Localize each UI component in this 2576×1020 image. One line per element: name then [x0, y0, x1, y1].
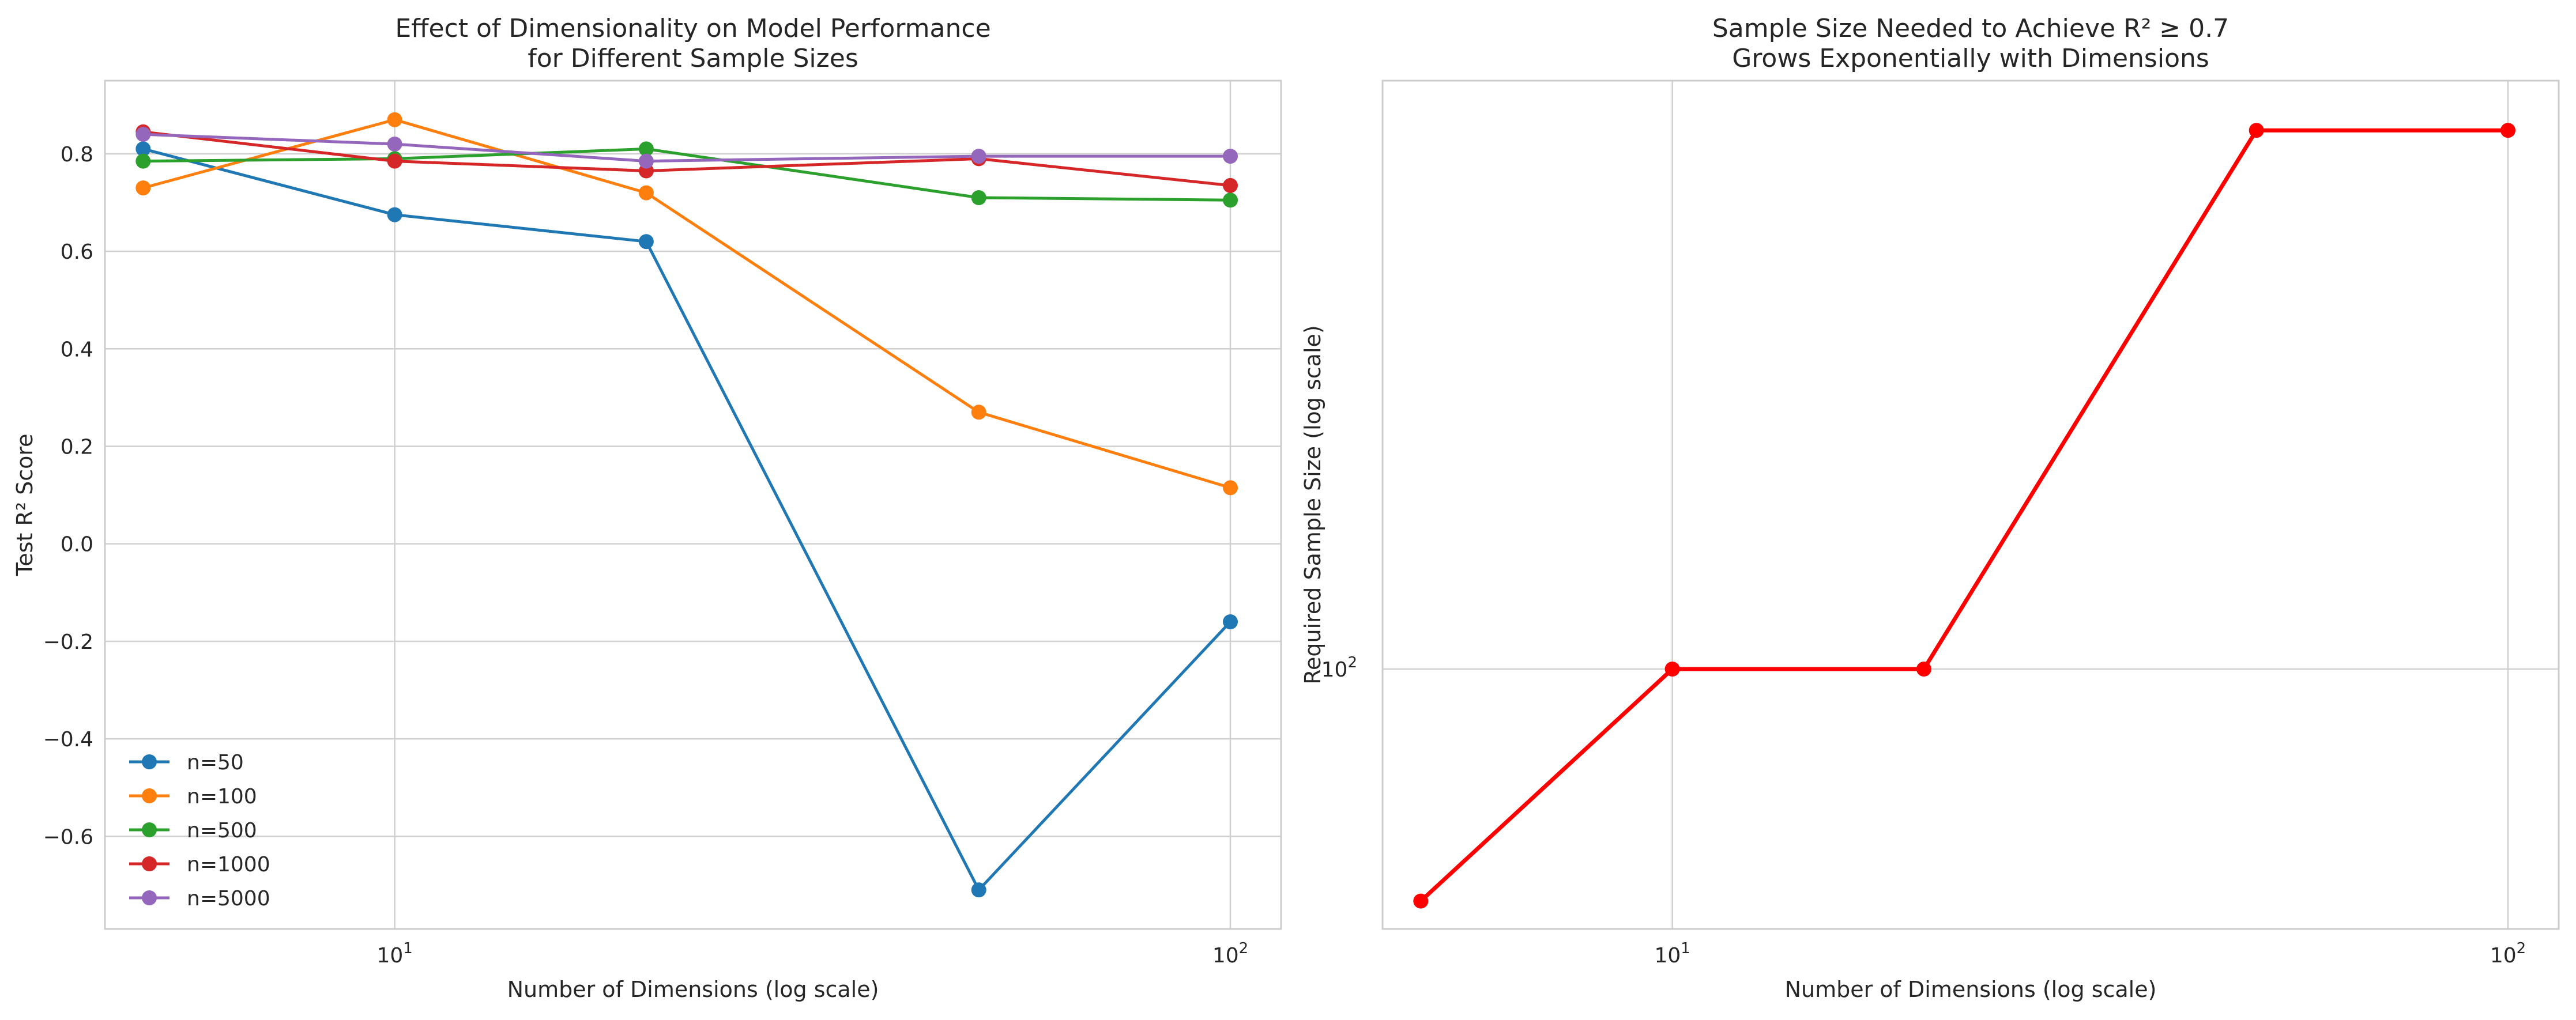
x-tick-base: 10: [2490, 944, 2517, 968]
x-tick-label: 102: [1212, 940, 1248, 968]
series-n-5000: [135, 127, 1238, 169]
y-tick-label: −0.4: [43, 728, 93, 751]
series-n-100: [135, 112, 1238, 496]
data-point: [1223, 192, 1238, 208]
x-tick-label: 102: [2490, 940, 2526, 968]
legend-item: n=500: [129, 819, 257, 843]
x-axis-label: Number of Dimensions (log scale): [1785, 977, 2157, 1002]
x-axis-label: Number of Dimensions (log scale): [507, 977, 879, 1002]
data-point: [1223, 149, 1238, 164]
data-point: [1916, 662, 1931, 677]
y-tick-label: −0.6: [43, 825, 93, 849]
plot-frame: [1381, 80, 2560, 930]
data-point: [2249, 123, 2264, 138]
data-point: [971, 882, 986, 898]
data-point: [387, 112, 402, 127]
data-point: [387, 207, 402, 222]
chart-title-line-2: for Different Sample Sizes: [528, 44, 858, 73]
series-n-50: [135, 141, 1238, 898]
data-point: [1223, 480, 1238, 496]
y-tick-label: 102: [1321, 654, 1357, 682]
series-1: [1413, 123, 2515, 909]
legend-item: n=50: [129, 751, 244, 775]
x-tick-label: 101: [376, 940, 412, 968]
data-point: [1664, 662, 1680, 677]
data-point: [387, 137, 402, 152]
x-tick-base: 10: [1654, 944, 1681, 968]
legend-item: n=1000: [129, 853, 270, 877]
data-point: [638, 153, 654, 169]
legend-marker: [142, 754, 157, 769]
y-axis-label: Required Sample Size (log scale): [1300, 325, 1325, 684]
y-tick-exponent: 2: [1347, 654, 1357, 671]
legend-label: n=500: [187, 819, 257, 843]
legend: n=50 n=100 n=500 n=1000 n=5000: [129, 751, 270, 911]
legend-label: n=50: [187, 751, 244, 775]
data-point: [2500, 123, 2515, 138]
data-point: [1223, 177, 1238, 193]
x-tick-exponent: 1: [403, 940, 413, 957]
data-point: [135, 141, 151, 157]
y-tick-label: 0.6: [61, 240, 93, 264]
data-point: [971, 190, 986, 205]
data-point: [638, 234, 654, 250]
legend-marker: [142, 856, 157, 871]
legend-label: n=5000: [187, 887, 270, 911]
legend-marker: [142, 890, 157, 905]
y-tick-label: 0.4: [61, 338, 93, 361]
y-tick-label: −0.2: [43, 630, 93, 654]
data-point: [1413, 893, 1429, 909]
y-tick-label: 0.8: [61, 143, 93, 167]
data-point: [971, 405, 986, 420]
y-axis-label: Test R² Score: [12, 433, 37, 576]
x-tick-base: 10: [376, 944, 403, 968]
legend-marker: [142, 788, 157, 803]
panel-1: 101 1020.80.60.40.20.0−0.2−0.4−0.6Effect …: [12, 14, 1282, 1002]
plot-frame: [104, 80, 1282, 930]
y-tick-label: 0.0: [61, 533, 93, 557]
data-point: [638, 185, 654, 201]
y-tick-label: 0.2: [61, 435, 93, 459]
data-point: [971, 149, 986, 164]
data-point: [387, 153, 402, 169]
legend-label: n=1000: [187, 853, 270, 877]
x-tick-exponent: 1: [1681, 940, 1690, 957]
data-point: [638, 141, 654, 157]
data-point: [135, 153, 151, 169]
legend-marker: [142, 822, 157, 837]
legend-item: n=100: [129, 785, 257, 809]
x-tick-label: 101: [1654, 940, 1690, 968]
data-point: [135, 127, 151, 142]
legend-item: n=5000: [129, 887, 270, 911]
x-tick-exponent: 2: [1239, 940, 1249, 957]
chart-title-line-2: Grows Exponentially with Dimensions: [1732, 44, 2209, 73]
y-tick-base: 10: [1321, 658, 1348, 682]
chart-title-line-1: Sample Size Needed to Achieve R² ≥ 0.7: [1712, 14, 2229, 43]
data-point: [135, 180, 151, 196]
legend-label: n=100: [187, 785, 257, 809]
x-tick-exponent: 2: [2517, 940, 2526, 957]
chart-title-line-1: Effect of Dimensionality on Model Perfor…: [395, 14, 991, 43]
data-point: [1223, 614, 1238, 629]
x-tick-base: 10: [1212, 944, 1239, 968]
